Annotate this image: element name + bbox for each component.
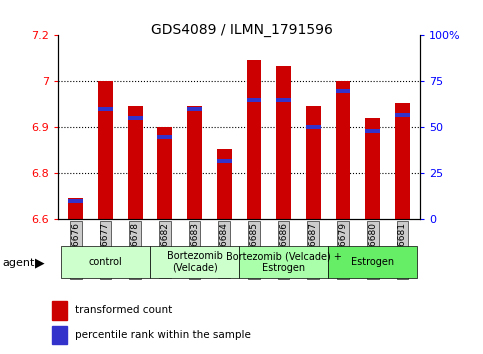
Bar xyxy=(187,107,202,111)
Text: transformed count: transformed count xyxy=(75,305,172,315)
Text: Bortezomib
(Velcade): Bortezomib (Velcade) xyxy=(167,251,223,273)
Bar xyxy=(150,246,239,278)
Text: percentile rank within the sample: percentile rank within the sample xyxy=(75,330,251,340)
Bar xyxy=(276,98,291,102)
Bar xyxy=(365,129,380,133)
Bar xyxy=(157,127,172,219)
Bar xyxy=(217,159,232,162)
Bar xyxy=(336,88,351,93)
Bar xyxy=(157,135,172,139)
Bar xyxy=(187,106,202,219)
Bar xyxy=(128,116,142,120)
Bar xyxy=(276,66,291,219)
Text: ▶: ▶ xyxy=(35,256,44,269)
Bar xyxy=(328,246,417,278)
Bar xyxy=(69,199,83,203)
Bar xyxy=(246,60,261,219)
Bar xyxy=(246,98,261,102)
Bar xyxy=(239,246,328,278)
Bar xyxy=(336,81,351,219)
Text: agent: agent xyxy=(2,258,35,268)
Bar xyxy=(61,246,150,278)
Bar xyxy=(53,301,67,320)
Bar xyxy=(395,103,410,219)
Bar xyxy=(128,106,142,219)
Text: GDS4089 / ILMN_1791596: GDS4089 / ILMN_1791596 xyxy=(151,23,332,37)
Bar xyxy=(217,149,232,219)
Bar xyxy=(365,118,380,219)
Bar xyxy=(69,198,83,219)
Text: control: control xyxy=(88,257,122,267)
Text: Estrogen: Estrogen xyxy=(351,257,394,267)
Bar xyxy=(306,106,321,219)
Bar xyxy=(98,107,113,111)
Bar xyxy=(395,113,410,116)
Text: Bortezomib (Velcade) +
Estrogen: Bortezomib (Velcade) + Estrogen xyxy=(226,251,341,273)
Bar xyxy=(53,326,67,344)
Bar xyxy=(98,81,113,219)
Bar xyxy=(306,125,321,130)
